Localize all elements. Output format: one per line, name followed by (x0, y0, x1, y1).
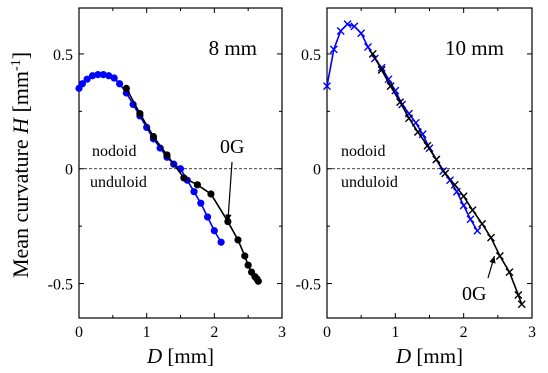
data-point (487, 233, 495, 242)
data-point (423, 141, 432, 150)
annotation-arrowhead (225, 214, 232, 222)
data-point (156, 144, 164, 152)
x-axis-label-unit: [mm] (411, 344, 463, 368)
data-point (336, 26, 345, 35)
data-point (343, 20, 352, 29)
unduloid-label: unduloid (90, 174, 147, 191)
data-point (136, 110, 144, 118)
x-tick-label: 2 (210, 324, 218, 341)
data-point (99, 70, 107, 79)
x-tick-label: 0 (75, 324, 83, 341)
data-point (203, 213, 212, 221)
y-axis-label-bracket: ] (8, 52, 33, 59)
x-axis-label-var: D (395, 344, 411, 368)
data-point (180, 174, 188, 182)
data-point (517, 300, 526, 309)
y-tick-label: -0.5 (48, 277, 73, 294)
data-point (241, 252, 249, 260)
data-point (323, 82, 331, 91)
panel-label: 8 mm (209, 36, 257, 60)
annotation-label: 0G (220, 136, 244, 158)
data-point (450, 180, 459, 189)
x-tick-label: 0 (323, 324, 331, 341)
data-point (432, 155, 441, 164)
data-point (122, 84, 130, 92)
y-tick-label: 0 (313, 162, 321, 179)
panel-8mm: 0 1 2 3 -0.5 0 0.5 D [mm] 8 mm nodoid unduloid 0G (48, 7, 286, 368)
data-point (459, 192, 468, 201)
data-point (129, 100, 137, 109)
data-point (254, 277, 262, 285)
y-tick-label: -0.5 (296, 277, 321, 294)
data-point (473, 226, 482, 235)
y-axis-label-exponent: -1 (9, 59, 24, 71)
y-axis-label: Mean curvature H [mm-1] (8, 52, 33, 278)
data-point (413, 128, 422, 136)
data-point (357, 29, 366, 38)
unduloid-label: unduloid (341, 174, 398, 191)
data-point (329, 45, 338, 54)
x-tick-label: 3 (528, 324, 536, 341)
x-axis-label-var: D (146, 344, 162, 368)
data-point (468, 206, 477, 215)
data-point (441, 169, 450, 178)
data-point (83, 75, 91, 83)
data-point (88, 72, 97, 80)
y-axis-label-text: Mean curvature (8, 134, 33, 278)
data-point (94, 70, 102, 79)
annotation-arrow (227, 161, 233, 222)
data-point (207, 190, 215, 198)
x-tick-label: 1 (391, 324, 399, 341)
data-point (368, 49, 377, 58)
y-tick-label: 0.5 (301, 47, 321, 64)
data-point (466, 215, 475, 224)
data-point (234, 236, 242, 244)
x-tick-label: 2 (460, 324, 468, 341)
data-point (459, 201, 468, 210)
x-tick-label: 1 (143, 324, 151, 341)
data-point (105, 72, 113, 80)
data-point (505, 268, 514, 277)
data-point (396, 98, 405, 107)
nodoid-label: nodoid (341, 143, 385, 160)
data-point (350, 22, 359, 31)
y-axis-label-unit: [mm (8, 71, 33, 118)
data-point (364, 43, 372, 52)
x-axis-label-unit: [mm] (162, 344, 214, 368)
annotation-arrowhead (489, 256, 496, 264)
data-point (217, 238, 225, 246)
data-point (405, 114, 413, 123)
x-axis-label: D [mm] (395, 344, 463, 368)
data-point (78, 80, 86, 88)
y-axis-label-var: H (8, 117, 33, 135)
annotation-label: 0G (462, 283, 486, 305)
data-point (193, 181, 202, 189)
data-point (478, 219, 487, 228)
data-point (377, 66, 386, 74)
data-point (116, 80, 124, 88)
data-point (495, 252, 504, 260)
data-point (110, 74, 118, 82)
y-tick-label: 0.5 (53, 47, 73, 64)
data-point (163, 151, 171, 159)
series-line (372, 53, 523, 305)
x-tick-label: 3 (278, 324, 286, 341)
y-tick-label: 0 (65, 162, 73, 179)
x-axis-label: D [mm] (146, 344, 214, 368)
data-point (149, 132, 158, 141)
data-point (197, 199, 205, 207)
data-point (386, 82, 395, 91)
data-point (190, 188, 198, 196)
panel-label: 10 mm (445, 36, 504, 60)
data-point (244, 261, 252, 269)
data-point (210, 227, 218, 235)
panel-10mm: 0 1 2 3 -0.5 0 0.5 D [mm] 10 mm nodoid unduloid 0G (296, 7, 536, 368)
nodoid-label: nodoid (92, 143, 136, 160)
data-point (514, 291, 523, 300)
